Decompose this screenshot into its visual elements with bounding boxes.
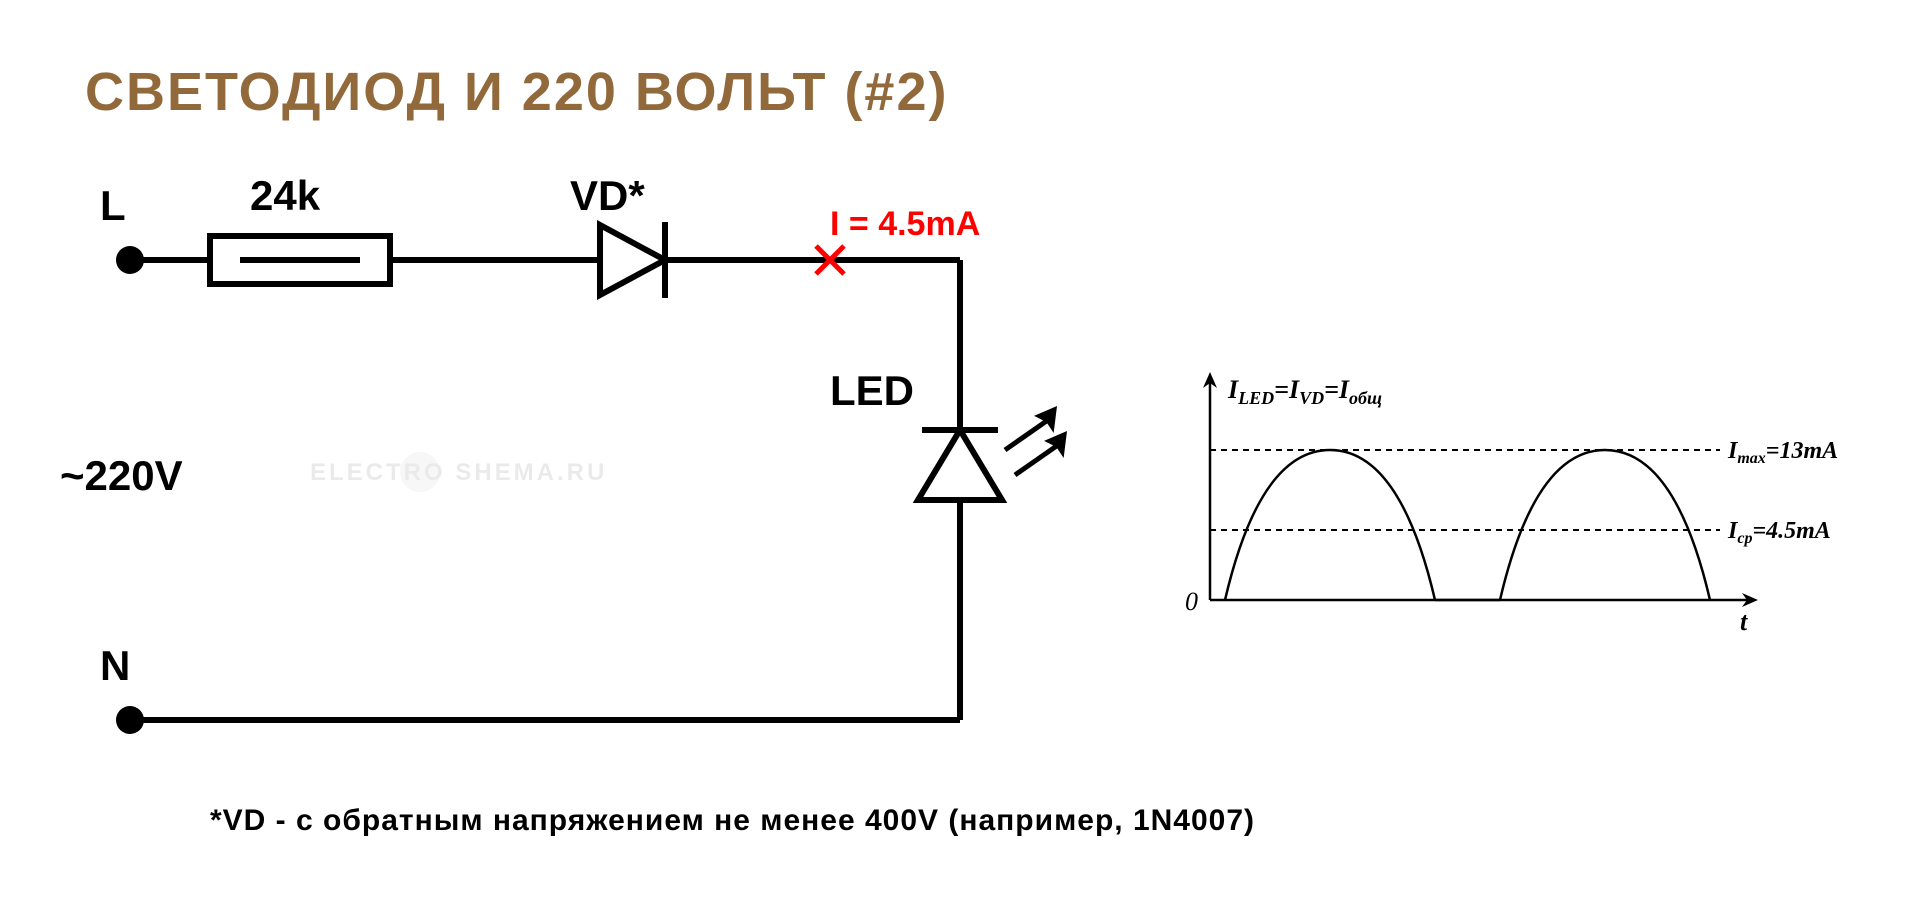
- diode-vd: [600, 222, 665, 298]
- graph-imax-label: Imax=13mA: [1727, 438, 1838, 467]
- terminal-n-dot: [116, 706, 144, 734]
- voltage-label: ~220V: [60, 452, 183, 499]
- led-label: LED: [830, 367, 914, 414]
- resistor-label: 24k: [250, 172, 321, 219]
- graph-t-label: t: [1740, 607, 1748, 636]
- led-symbol: [918, 410, 1064, 500]
- diode-label: VD*: [570, 172, 645, 219]
- terminal-l-label: L: [100, 182, 126, 229]
- current-graph: ILED=IVD=Iобщ Imax=13mA Iср=4.5mA 0 t: [1185, 372, 1838, 636]
- watermark: ELECTRO SHEMA.RU: [310, 452, 607, 492]
- circuit-diagram: L 24k VD* I = 4.5mA: [60, 172, 1064, 734]
- graph-hump-2: [1500, 450, 1710, 600]
- page-title: СВЕТОДИОД И 220 ВОЛЬТ (#2): [85, 62, 948, 122]
- graph-iavg-label: Iср=4.5mA: [1727, 518, 1831, 547]
- svg-text:ELECTRO SHEMA.RU: ELECTRO SHEMA.RU: [310, 459, 607, 486]
- terminal-n-label: N: [100, 642, 130, 689]
- graph-hump-1: [1225, 450, 1435, 600]
- graph-origin-label: 0: [1185, 587, 1198, 616]
- graph-y-label: ILED=IVD=Iобщ: [1227, 375, 1382, 408]
- footnote: *VD - с обратным напряжением не менее 40…: [210, 804, 1255, 837]
- current-label: I = 4.5mA: [830, 205, 980, 243]
